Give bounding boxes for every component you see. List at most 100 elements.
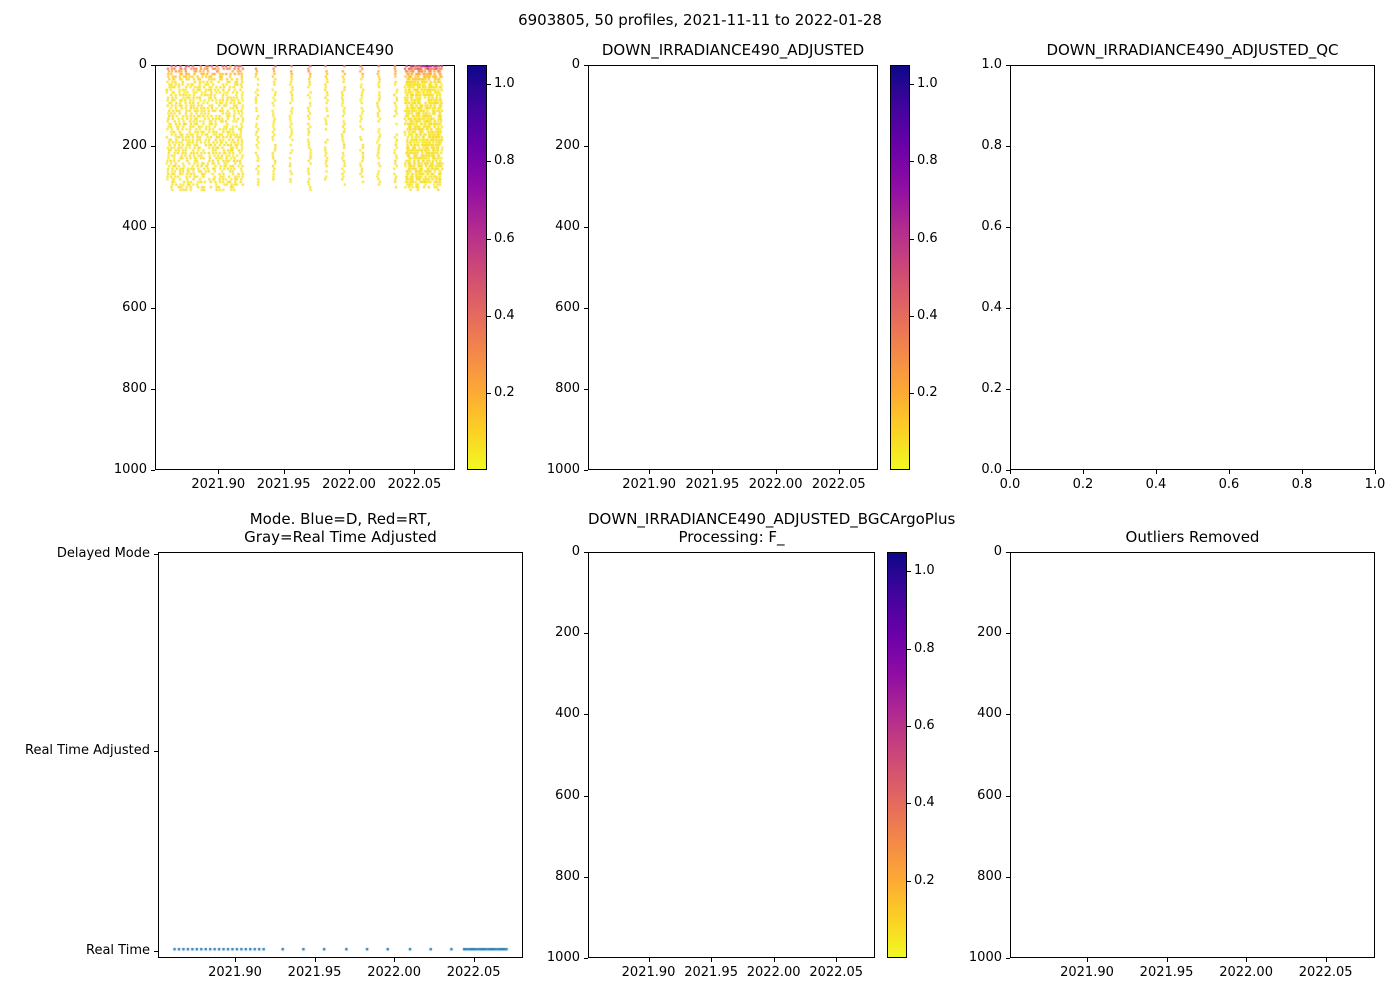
panel-title-bgcargoplus-processing: DOWN_IRRADIANCE490_ADJUSTED_BGCArgoPlus …	[588, 509, 956, 547]
x-tick-mark	[1010, 470, 1011, 474]
x-tick-mark	[414, 470, 416, 474]
colorbar-tick-mark	[487, 392, 491, 394]
x-tick-mark	[775, 470, 777, 474]
x-tick-mark	[218, 470, 220, 474]
y-tick-label: 200	[555, 138, 580, 153]
y-tick-mark	[1006, 389, 1010, 390]
panel-title-mode: Mode. Blue=D, Red=RT, Gray=Real Time Adj…	[244, 509, 437, 547]
x-tick-mark	[314, 958, 316, 962]
y-tick-mark	[1006, 227, 1010, 228]
colorbar-tick-mark	[487, 315, 491, 317]
figure-suptitle: 6903805, 50 profiles, 2021-11-11 to 2022…	[518, 11, 882, 29]
y-tick-mark	[1006, 65, 1010, 66]
y-tick-mark	[151, 470, 155, 471]
y-tick-mark	[1006, 714, 1010, 716]
y-tick-label: 600	[555, 300, 580, 315]
y-tick-mark	[1006, 795, 1010, 797]
colorbar-tick-label: 0.8	[494, 153, 515, 169]
x-tick-label: 2021.95	[684, 965, 738, 980]
y-tick-label: 0	[571, 544, 580, 559]
y-tick-label: 400	[555, 219, 580, 234]
x-tick-label: 0.0	[999, 477, 1021, 492]
y-tick-mark	[584, 876, 588, 878]
y-tick-mark	[584, 552, 588, 553]
y-tick-label: 0	[571, 57, 580, 72]
y-tick-label: 600	[122, 300, 147, 315]
x-tick-mark	[649, 470, 651, 474]
x-tick-label: 2022.05	[811, 477, 866, 492]
colorbar-tick-mark	[907, 726, 911, 727]
colorbar-tick-mark	[487, 161, 491, 163]
y-tick-label: 600	[555, 787, 580, 803]
panel-title-down-irradiance490-adjusted: DOWN_IRRADIANCE490_ADJUSTED	[601, 41, 865, 60]
colorbar-tick-mark	[487, 238, 491, 240]
mode-scatter-canvas	[158, 552, 523, 958]
colorbar-tick-label: 0.4	[917, 307, 938, 323]
colorbar-tick-label: 0.2	[917, 384, 938, 400]
x-tick-label: 0.2	[1072, 477, 1094, 492]
colorbar-tick-mark	[907, 571, 911, 573]
y-tick-mark	[1006, 470, 1010, 471]
colorbar-tick-mark	[910, 392, 914, 394]
y-tick-label: 400	[122, 219, 147, 234]
x-tick-mark	[394, 958, 396, 962]
y-tick-label: 0.0	[981, 462, 1002, 477]
x-tick-label: 2022.00	[367, 965, 421, 980]
y-tick-mark	[584, 714, 588, 716]
x-tick-label: 2022.05	[446, 965, 501, 980]
y-tick-label: 800	[555, 868, 580, 884]
colorbar-tick-label: 0.8	[917, 153, 938, 169]
colorbar-tick-label: 0.4	[494, 307, 515, 323]
colorbar-tick-mark	[910, 161, 914, 163]
y-tick-label: 200	[122, 138, 147, 153]
x-tick-mark	[1229, 470, 1230, 474]
x-tick-label: 2021.90	[621, 965, 676, 980]
x-tick-label: 2021.90	[1060, 965, 1114, 980]
y-tick-mark	[584, 958, 588, 959]
x-tick-mark	[235, 958, 236, 962]
panel-title-down-irradiance490-adjusted-qc: DOWN_IRRADIANCE490_ADJUSTED_QC	[1046, 41, 1339, 60]
y-tick-label: 200	[977, 625, 1002, 641]
y-tick-mark	[584, 470, 588, 471]
colorbar-tick-label: 1.0	[494, 76, 515, 92]
x-tick-label: 2022.05	[1298, 965, 1353, 980]
colorbar-tick-mark	[487, 84, 491, 86]
x-tick-label: 0.8	[1291, 477, 1313, 492]
panel-title-outliers-removed: Outliers Removed	[1125, 528, 1260, 547]
x-tick-mark	[1325, 958, 1327, 962]
colorbar-tick-label: 0.6	[494, 230, 515, 246]
category-tick-label: Real Time	[86, 942, 150, 958]
y-tick-label: 800	[122, 381, 147, 396]
y-tick-label: 1000	[546, 462, 580, 477]
x-tick-label: 2022.00	[1219, 965, 1273, 980]
outliers-scatter-canvas	[1010, 552, 1375, 958]
panel-title-down-irradiance490: DOWN_IRRADIANCE490	[216, 41, 394, 60]
x-tick-label: 2021.95	[287, 965, 342, 980]
x-tick-label: 0.6	[1218, 477, 1240, 492]
colorbar-tick-label: 0.6	[914, 718, 935, 733]
colorbar	[887, 552, 907, 958]
colorbar-tick-label: 0.2	[914, 872, 935, 888]
y-tick-label: 200	[555, 625, 580, 641]
category-tick-label: Real Time Adjusted	[25, 742, 150, 758]
colorbar-tick-mark	[910, 84, 914, 86]
category-tick-label: Delayed Mode	[56, 545, 150, 561]
x-tick-mark	[773, 958, 775, 962]
y-tick-mark	[584, 633, 588, 635]
y-tick-label: 800	[977, 868, 1002, 884]
colorbar-tick-label: 1.0	[917, 76, 938, 92]
y-tick-mark	[151, 65, 155, 66]
x-tick-label: 2021.90	[622, 477, 677, 492]
x-tick-label: 2022.05	[387, 477, 442, 492]
y-tick-label: 1000	[968, 950, 1002, 965]
x-tick-mark	[1302, 470, 1303, 474]
y-tick-label: 800	[555, 381, 580, 396]
y-tick-label: 0.4	[981, 300, 1002, 315]
processing-scatter-canvas	[588, 552, 875, 958]
y-tick-mark	[1006, 876, 1010, 878]
y-tick-label: 1000	[113, 462, 147, 477]
adjusted-scatter-canvas	[588, 65, 878, 470]
x-tick-mark	[1375, 470, 1376, 474]
y-tick-mark	[584, 795, 588, 797]
